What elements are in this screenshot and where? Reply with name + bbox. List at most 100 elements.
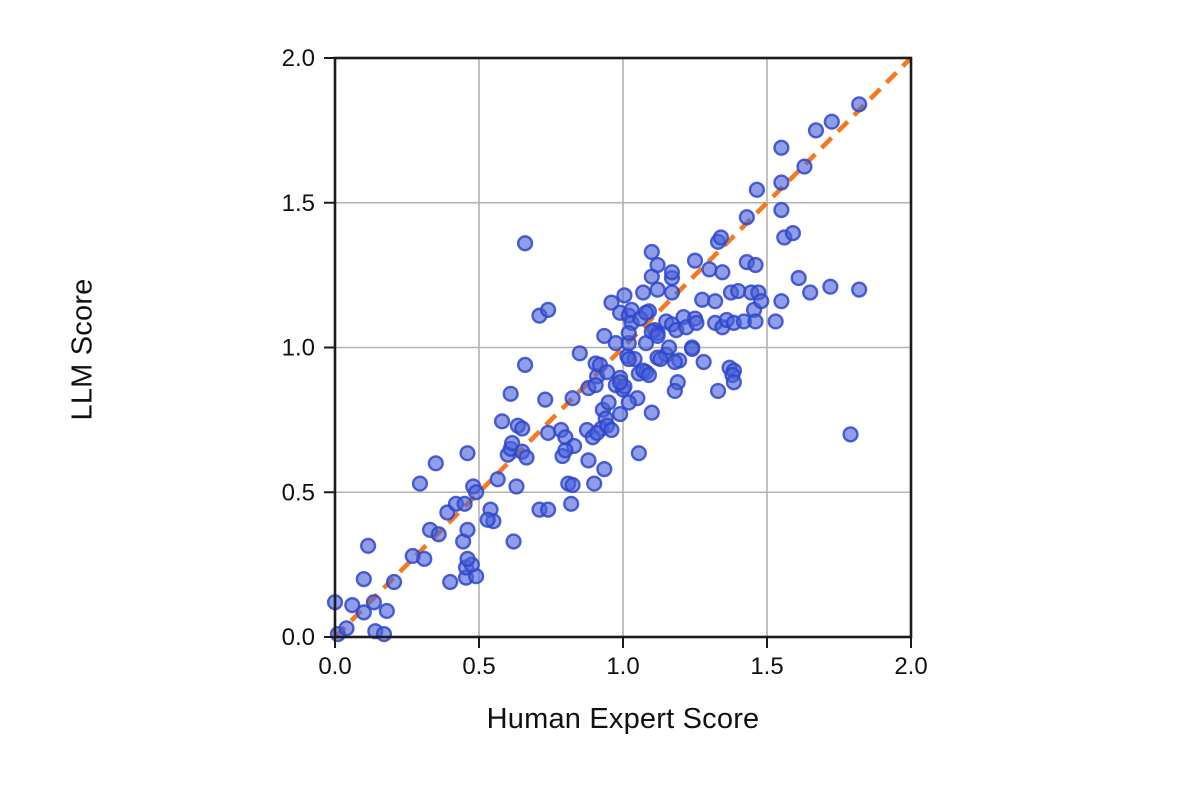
data-point — [540, 501, 557, 518]
data-point — [802, 284, 819, 301]
data-point — [666, 382, 683, 400]
data-point — [411, 475, 429, 492]
data-point — [738, 209, 755, 226]
data-point — [564, 476, 581, 494]
data-point — [344, 597, 361, 614]
x-axis-title: Human Expert Score — [486, 703, 760, 735]
data-point — [355, 570, 372, 588]
data-point — [338, 620, 355, 637]
data-point — [701, 261, 718, 278]
data-point — [695, 353, 712, 371]
data-point — [640, 366, 658, 384]
data-point — [620, 394, 637, 411]
data-point — [712, 229, 730, 246]
data-point — [773, 201, 790, 219]
data-point — [688, 314, 705, 331]
data-point — [663, 264, 681, 281]
x-tick-label: 0.0 — [318, 653, 351, 680]
data-point — [851, 96, 868, 113]
data-point — [616, 287, 633, 304]
data-point — [459, 550, 476, 567]
data-point — [649, 327, 666, 345]
y-axis-title: LLM Score — [66, 278, 99, 421]
data-point — [599, 364, 616, 381]
data-point — [773, 139, 790, 156]
data-point — [571, 345, 588, 362]
data-point — [643, 404, 660, 421]
data-point — [502, 385, 519, 402]
data-point — [596, 460, 613, 478]
data-point — [508, 478, 525, 495]
data-point — [442, 573, 459, 591]
data-point — [748, 181, 766, 198]
x-tick-label: 0.5 — [462, 653, 495, 680]
data-point — [767, 313, 784, 330]
data-point — [596, 327, 613, 345]
data-point — [635, 284, 652, 301]
y-tick-label: 0.0 — [282, 624, 315, 651]
y-tick-label: 2.0 — [282, 45, 315, 72]
data-point — [489, 471, 506, 488]
data-point — [612, 374, 629, 391]
data-point — [514, 420, 531, 437]
data-point — [518, 449, 535, 466]
data-point — [505, 533, 522, 550]
data-point — [607, 335, 624, 352]
x-tick-label: 1.0 — [606, 653, 639, 680]
data-point — [822, 278, 839, 295]
data-point — [663, 284, 681, 301]
data-point — [375, 626, 393, 643]
data-point — [355, 604, 372, 621]
data-point — [790, 269, 807, 287]
data-point — [564, 390, 581, 407]
data-point — [600, 394, 617, 411]
identity-line — [333, 56, 913, 639]
data-point — [796, 158, 813, 175]
y-tick-label: 0.5 — [282, 479, 315, 506]
data-point — [747, 313, 764, 330]
data-point — [694, 291, 711, 308]
data-point — [557, 442, 574, 459]
y-tick-label: 1.0 — [282, 335, 315, 362]
data-point — [537, 391, 554, 408]
data-point — [643, 243, 660, 261]
data-point — [479, 511, 496, 528]
data-point — [649, 256, 666, 274]
data-point — [773, 174, 790, 191]
data-point — [360, 537, 377, 554]
data-point — [823, 113, 840, 130]
data-point — [620, 350, 637, 368]
data-point — [580, 452, 597, 469]
data-point — [660, 339, 678, 356]
data-point — [563, 495, 580, 512]
data-point — [385, 573, 403, 591]
data-point — [516, 356, 534, 373]
data-point — [378, 602, 395, 620]
data-point — [516, 235, 534, 252]
data-point — [807, 122, 825, 139]
y-tick-label: 1.5 — [282, 190, 315, 217]
data-point — [540, 301, 557, 318]
data-point — [427, 455, 444, 472]
data-point — [459, 521, 476, 538]
data-point — [666, 353, 683, 371]
data-point — [753, 293, 770, 310]
data-point — [603, 421, 620, 439]
data-point — [637, 304, 655, 321]
data-point — [430, 526, 447, 543]
data-point — [493, 413, 511, 430]
data-point — [725, 374, 742, 391]
data-point — [459, 445, 476, 462]
data-point — [684, 340, 701, 358]
x-tick-label: 2.0 — [894, 653, 927, 680]
data-point — [784, 225, 802, 242]
data-point — [714, 264, 731, 281]
data-point — [649, 281, 666, 298]
data-point — [504, 434, 521, 452]
data-point — [416, 550, 433, 567]
data-point — [456, 495, 473, 512]
data-point — [468, 484, 485, 501]
data-point — [586, 475, 603, 492]
data-point — [365, 594, 382, 611]
